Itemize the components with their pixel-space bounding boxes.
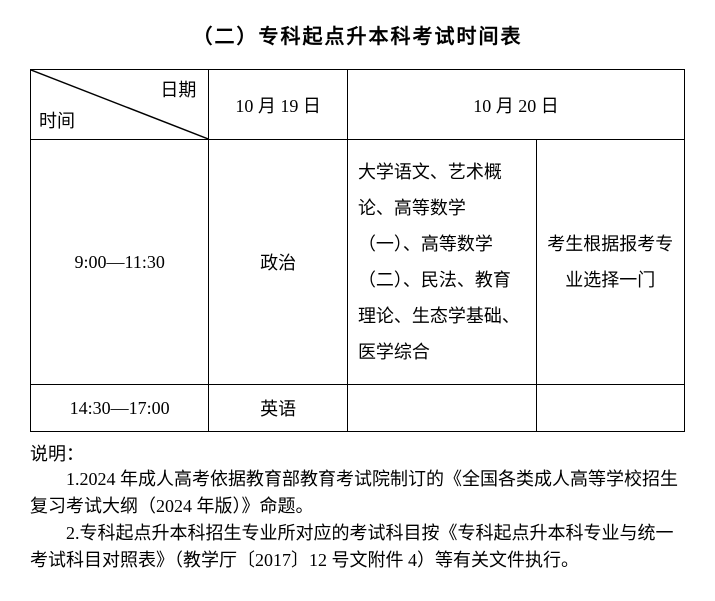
- header-date-label: 日期: [160, 76, 196, 102]
- subject-choice-note: 考生根据报考专业选择一门: [536, 140, 684, 385]
- subject-options-list: 大学语文、艺术概论、高等数学（一）、高等数学（二）、民法、教育理论、生态学基础、…: [347, 140, 536, 385]
- note-item: 1.2024 年成人高考依据教育部教育考试院制订的《全国各类成人高等学校招生复习…: [30, 466, 685, 520]
- notes-section: 1.2024 年成人高考依据教育部教育考试院制订的《全国各类成人高等学校招生复习…: [30, 466, 685, 574]
- notes-label: 说明：: [30, 440, 685, 466]
- subject-empty-cell: [347, 385, 536, 432]
- time-slot-afternoon: 14:30—17:00: [31, 385, 209, 432]
- header-time-label: 时间: [39, 107, 75, 133]
- schedule-table: 日期 时间 10 月 19 日 10 月 20 日 9:00—11:30 政治 …: [30, 69, 685, 432]
- table-row: 9:00—11:30 政治 大学语文、艺术概论、高等数学（一）、高等数学（二）、…: [31, 140, 685, 385]
- header-date-oct20: 10 月 20 日: [347, 70, 684, 140]
- header-date-oct19: 10 月 19 日: [209, 70, 348, 140]
- time-slot-morning: 9:00—11:30: [31, 140, 209, 385]
- section-title: （二）专科起点升本科考试时间表: [30, 20, 685, 49]
- subject-english: 英语: [209, 385, 348, 432]
- diagonal-header-cell: 日期 时间: [31, 70, 209, 140]
- table-row: 14:30—17:00 英语: [31, 385, 685, 432]
- note-item: 2.专科起点升本科招生专业所对应的考试科目按《专科起点升本科专业与统一考试科目对…: [30, 520, 685, 574]
- subject-politics: 政治: [209, 140, 348, 385]
- table-header-row: 日期 时间 10 月 19 日 10 月 20 日: [31, 70, 685, 140]
- subject-empty-cell: [536, 385, 684, 432]
